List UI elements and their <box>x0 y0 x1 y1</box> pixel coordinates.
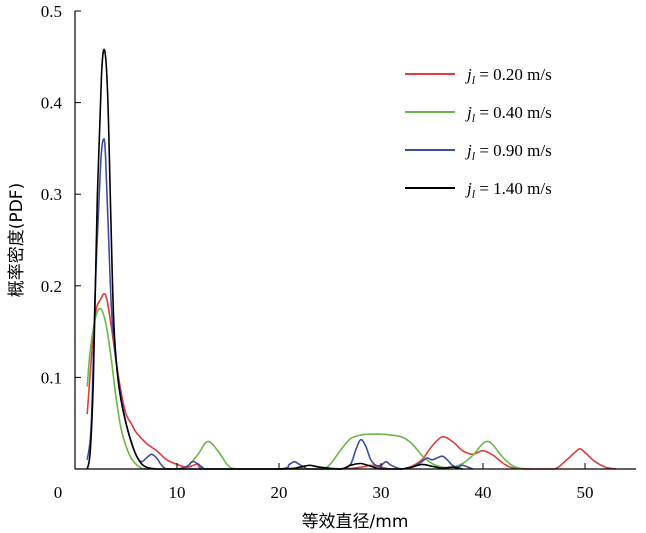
legend-label-2: jl = 0.40 m/s <box>465 103 552 125</box>
y-tick-label: 0.4 <box>41 94 63 113</box>
legend: jl = 0.20 m/s jl = 0.40 m/s jl = 0.90 m/s j… <box>405 65 552 201</box>
x-tick-label: 30 <box>373 483 390 502</box>
x-tick-label: 40 <box>475 483 492 502</box>
x-tick-label: 50 <box>577 483 594 502</box>
x-tick-label: 10 <box>169 483 186 502</box>
y-axis-title: 概率密度(PDF) <box>7 183 27 297</box>
y-tick-label: 0.1 <box>41 368 62 387</box>
x-tick-label: 20 <box>271 483 288 502</box>
y-ticks: 0.1 0.2 0.3 0.4 0.5 <box>41 2 81 387</box>
y-tick-label: 0.3 <box>41 185 62 204</box>
y-tick-label: 0.5 <box>41 2 62 21</box>
x-ticks: 10 20 30 40 50 <box>74 463 594 502</box>
y-tick-label: 0.2 <box>41 277 62 296</box>
legend-label-1: jl = 0.20 m/s <box>465 65 552 87</box>
series-line-1 <box>86 292 616 470</box>
legend-label-3: jl = 0.90 m/s <box>465 141 552 163</box>
legend-label-4: jl = 1.40 m/s <box>465 179 552 201</box>
axes <box>74 11 636 470</box>
series-line-2 <box>86 307 525 470</box>
x-axis-title: 等效直径/mm <box>302 512 409 532</box>
origin-label: 0 <box>54 483 63 502</box>
